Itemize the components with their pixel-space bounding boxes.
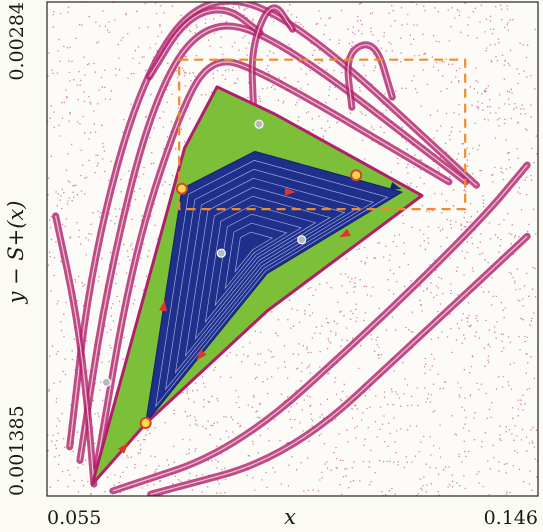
hyperbolic-point-2 [350, 169, 363, 182]
chaotic-band-gap-3 [112, 164, 528, 492]
flow-arrow-left-head [159, 299, 167, 312]
y-axis-label: y − S+(x) [4, 200, 28, 304]
invariant-curve-7 [214, 213, 302, 307]
chaotic-bands [52, 2, 531, 496]
flow-arrow-right [339, 228, 351, 238]
zoom-box [178, 58, 467, 211]
elliptic-point-1 [297, 235, 307, 245]
flow-arrow-tip-head [389, 182, 402, 190]
invariant-curve-9 [234, 231, 274, 273]
flow-arrow-upper-head [284, 187, 296, 196]
periodic-points [101, 119, 363, 429]
x-tick-label-max: 0.146 [484, 507, 538, 529]
chaotic-band-gap-1 [79, 25, 467, 461]
chaotic-band-gap-7 [251, 7, 293, 111]
plot-area [47, 2, 538, 496]
chaotic-band-gap-8 [347, 44, 393, 108]
invariant-curve-6 [204, 204, 317, 324]
flow-arrow-lower-head [196, 349, 207, 361]
elliptic-point-3 [216, 248, 226, 258]
chaotic-sea [47, 2, 538, 496]
elliptic-point-2 [101, 377, 112, 387]
zoom-region [178, 58, 467, 211]
flow-arrows [118, 182, 402, 454]
chaotic-band-gap-4 [150, 235, 528, 495]
flow-arrow-right-head [339, 228, 351, 238]
chaotic-band-gap-6 [148, 9, 261, 78]
flow-arrow-left [159, 299, 167, 312]
hyperbolic-point-0 [139, 417, 152, 429]
chaotic-sea-dots [47, 2, 538, 496]
plot-frame [46, 1, 539, 497]
flow-arrow-upper [284, 187, 296, 196]
flow-arrow-tip [389, 182, 402, 190]
invariant-curve-3 [174, 177, 360, 374]
chaotic-band-gap-5 [55, 215, 95, 485]
y-tick-label-max: 0.00284 [6, 2, 28, 81]
invariant-curves [155, 160, 389, 408]
invariant-curve-8 [224, 222, 288, 290]
flow-arrow-tail [118, 442, 129, 454]
x-tick-label-min: 0.055 [47, 507, 101, 529]
elliptic-point-0 [254, 119, 264, 129]
island-regions [90, 85, 424, 486]
hyperbolic-point-1 [175, 182, 188, 195]
invariant-curve-4 [184, 186, 346, 357]
invariant-curve-2 [165, 168, 375, 391]
invariant-curve-5 [194, 195, 331, 341]
y-tick-label-min: 0.001385 [6, 405, 28, 496]
inner-blue-island [145, 150, 403, 424]
invariant-curve-1 [155, 160, 389, 408]
flow-arrow-lower [196, 349, 207, 361]
x-axis-label: x [284, 505, 296, 529]
flow-arrow-tail-head [118, 442, 129, 454]
